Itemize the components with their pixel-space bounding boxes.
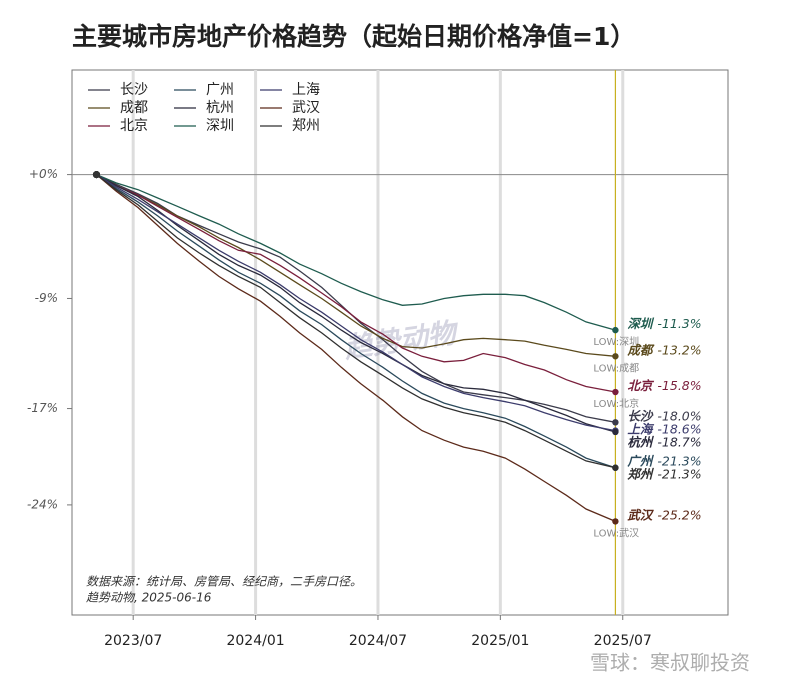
- end-label-name: 郑州: [626, 466, 655, 481]
- end-label-name: 杭州: [627, 434, 655, 449]
- end-point: [612, 326, 619, 334]
- end-label-name: 武汉: [627, 507, 655, 522]
- low-label: LOW:北京: [593, 397, 639, 410]
- watermark: 雪球：寒叔聊投资: [590, 651, 750, 675]
- end-label: 上海 -18.6%: [627, 421, 701, 436]
- series-line: [96, 174, 616, 522]
- end-point: [612, 388, 619, 396]
- series-line: [96, 174, 616, 469]
- end-label-name: 广州: [626, 453, 655, 468]
- plot-frame: [71, 69, 729, 616]
- y-tick-label: +0%: [29, 167, 58, 181]
- end-label-value: -13.2%: [657, 342, 701, 357]
- end-label-value: -18.0%: [657, 408, 701, 423]
- legend-label: 杭州: [206, 100, 234, 116]
- series-line: [96, 174, 616, 433]
- end-label-name: 北京: [627, 378, 655, 393]
- legend-label: 成都: [120, 100, 148, 116]
- y-tick-label: -17%: [27, 401, 58, 415]
- x-tick-label: 2025/07: [594, 633, 652, 649]
- x-tick-label: 2024/01: [226, 633, 284, 649]
- end-label-name: 成都: [626, 342, 655, 357]
- x-tick-label: 2024/07: [349, 633, 407, 649]
- end-label: 武汉 -25.2%: [627, 507, 701, 522]
- low-label: LOW:深圳: [593, 336, 639, 348]
- low-label: LOW:成都: [593, 362, 639, 374]
- chart-title: 主要城市房地产价格趋势（起始日期价格净值=1）: [72, 22, 635, 51]
- end-point: [612, 419, 619, 426]
- end-point: [612, 464, 619, 471]
- end-label: 长沙 -18.0%: [627, 408, 701, 423]
- end-label-value: -11.3%: [657, 316, 701, 331]
- x-tick-label: 2023/07: [104, 633, 162, 649]
- end-label-value: -21.3%: [657, 466, 701, 481]
- end-label: 郑州 -21.3%: [626, 466, 701, 481]
- y-tick-label: -9%: [35, 291, 58, 305]
- legend-label: 广州: [206, 82, 234, 98]
- end-point: [612, 428, 619, 436]
- end-label: 深圳 -11.3%: [627, 316, 701, 331]
- end-point: [612, 353, 619, 360]
- source-note: 数据来源：统计局、房管局、经纪商，二手房口径。: [86, 575, 362, 589]
- series-line: [96, 174, 616, 393]
- end-label-value: -25.2%: [657, 507, 701, 522]
- end-label-value: -18.7%: [657, 434, 701, 449]
- start-point: [92, 171, 100, 179]
- legend-label: 北京: [120, 118, 148, 134]
- end-label: 北京 -15.8%: [627, 378, 701, 393]
- end-point: [612, 518, 619, 525]
- end-label-name: 上海: [627, 421, 655, 436]
- legend-label: 武汉: [292, 100, 320, 116]
- x-tick-label: 2025/01: [471, 633, 529, 649]
- end-label-value: -15.8%: [657, 378, 701, 393]
- source-note: 趋势动物, 2025-06-16: [86, 591, 212, 605]
- legend-label: 长沙: [120, 82, 148, 98]
- end-label: 成都 -13.2%: [626, 342, 701, 357]
- end-label-value: -21.3%: [657, 453, 701, 468]
- end-label-name: 深圳: [627, 316, 655, 331]
- end-label-name: 长沙: [627, 408, 654, 423]
- end-label-value: -18.6%: [657, 421, 701, 436]
- y-tick-label: -24%: [27, 497, 58, 511]
- legend-label: 深圳: [206, 118, 234, 134]
- end-label: 杭州 -18.7%: [627, 434, 701, 449]
- low-label: LOW:武汉: [593, 526, 639, 539]
- series-line: [96, 174, 616, 432]
- legend-label: 郑州: [292, 118, 320, 134]
- series-line: [96, 174, 616, 331]
- series-line: [96, 174, 616, 357]
- end-label: 广州 -21.3%: [626, 453, 701, 468]
- series-line: [96, 174, 616, 469]
- legend-label: 上海: [292, 82, 320, 98]
